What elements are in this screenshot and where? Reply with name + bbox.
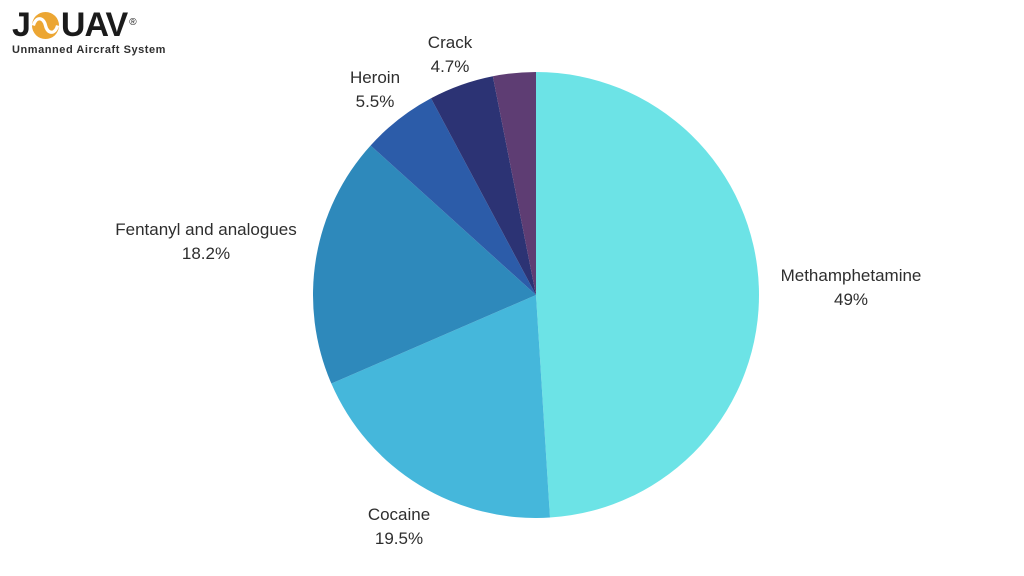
slice-name: Fentanyl and analogues (115, 220, 297, 239)
logo-letters-uav: UAV (60, 6, 128, 44)
slice-label-heroin: Heroin 5.5% (350, 66, 400, 114)
o-icon-swirl (31, 16, 60, 34)
slice-name: Crack (427, 33, 473, 52)
slice-label-cocaine: Cocaine 19.5% (368, 503, 430, 551)
slice-percent: 19.5% (374, 529, 424, 548)
pie-slice-heroin (370, 98, 536, 295)
pie-slice-fentanyl-and-analogues (313, 145, 536, 384)
slice-name: Heroin (349, 68, 401, 87)
slice-label-crack: Crack 4.7% (428, 31, 472, 79)
slice-percent: 4.7% (430, 57, 470, 76)
logo-letter-j: J (12, 6, 31, 44)
slice-percent: 49% (833, 290, 869, 309)
logo-tagline: Unmanned Aircraft System (12, 44, 166, 56)
slice-percent: 5.5% (355, 92, 395, 111)
slice-name: Methamphetamine (780, 266, 922, 285)
pie-slice-crack (431, 76, 536, 295)
jouav-logo: J UAV ® Unmanned Aircraft System (12, 8, 182, 56)
pie-slice-unlabeled (492, 72, 536, 295)
pie-chart-area (313, 72, 759, 518)
slice-label-methamphetamine: Methamphetamine 49% (781, 264, 922, 312)
jouav-o-swirl-icon (31, 11, 60, 40)
slice-percent: 18.2% (181, 244, 231, 263)
pie-slice-cocaine (331, 295, 550, 518)
logo-wordmark: J UAV ® (12, 8, 182, 42)
pie-chart (313, 72, 759, 518)
slice-name: Cocaine (367, 505, 431, 524)
pie-slice-methamphetamine (536, 72, 759, 518)
registered-trademark-icon: ® (129, 17, 137, 28)
slice-label-fentanyl-and-analogues: Fentanyl and analogues 18.2% (115, 218, 296, 266)
